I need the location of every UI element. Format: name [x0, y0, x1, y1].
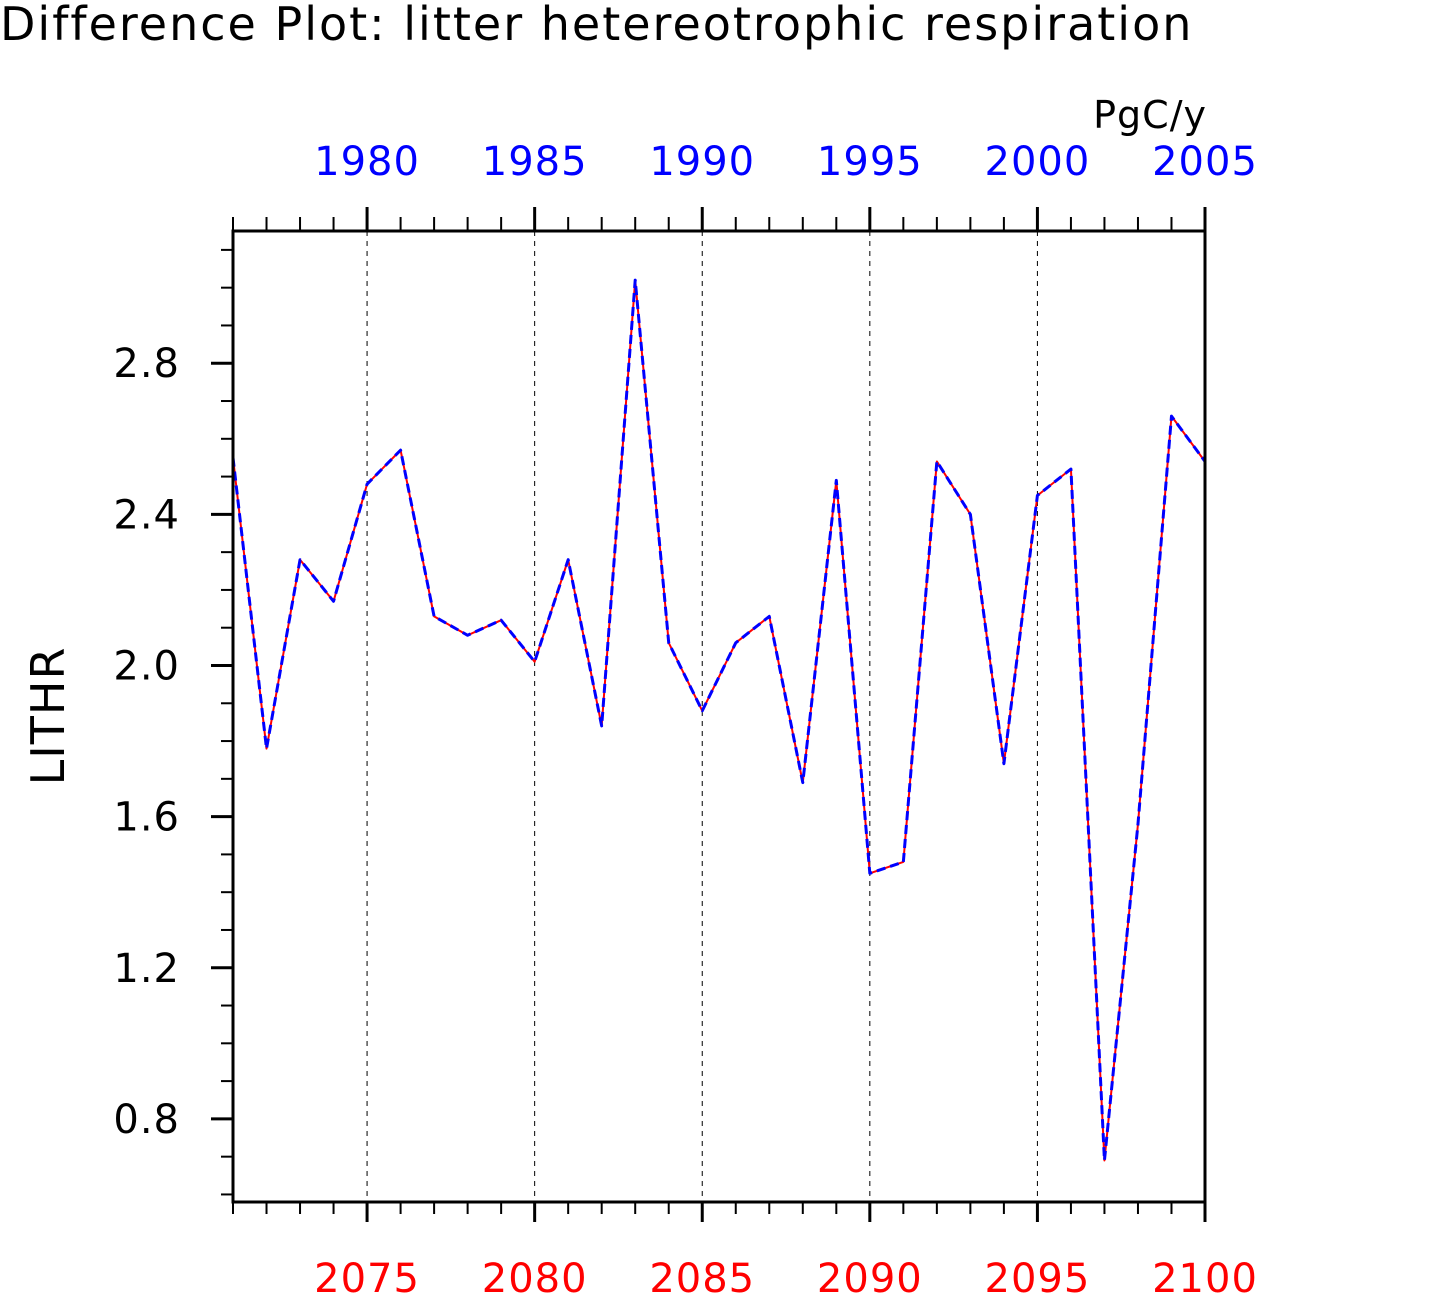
- y-axis-label: LITHR: [21, 647, 75, 786]
- x-top-tick-label: 1995: [817, 139, 923, 185]
- y-tick-label: 1.6: [113, 795, 180, 841]
- x-top-tick-label: 2005: [1152, 139, 1258, 185]
- chart-title: Difference Plot: litter hetereotrophic r…: [0, 0, 1193, 51]
- x-top-tick-label: 1990: [649, 139, 755, 185]
- plot-frame: [231, 229, 1207, 1204]
- y-tick-label: 0.8: [113, 1097, 180, 1143]
- x-bottom-tick-label: 2095: [985, 1256, 1091, 1293]
- series-line-1: [232, 279, 1206, 1162]
- x-bottom-tick-label: 2075: [314, 1256, 420, 1293]
- data-series-group: [231, 278, 1207, 1162]
- series-line-2: [231, 278, 1207, 1162]
- axes-ticks-group: [211, 207, 1207, 1222]
- axes-tick-labels-group: 2075 2080 2085 2090 2095 2100 1980 1985 1990 1995…: [113, 139, 1258, 1293]
- x-bottom-tick-label: 2080: [482, 1256, 588, 1293]
- y-tick-label: 2.8: [113, 341, 180, 387]
- x-bottom-tick-label: 2085: [649, 1256, 755, 1293]
- x-bottom-tick-label: 2090: [817, 1256, 923, 1293]
- y-tick-label: 1.2: [113, 946, 180, 992]
- x-top-tick-label: 2000: [985, 139, 1091, 185]
- y-tick-label: 2.0: [113, 643, 180, 689]
- x-top-tick-label: 1985: [482, 139, 588, 185]
- y-tick-label: 2.4: [113, 492, 180, 538]
- units-label: PgC/y: [1093, 93, 1207, 137]
- vertical-grid-lines: [366, 231, 1038, 1202]
- x-top-tick-label: 1980: [314, 139, 420, 185]
- x-bottom-tick-label: 2100: [1152, 1256, 1258, 1293]
